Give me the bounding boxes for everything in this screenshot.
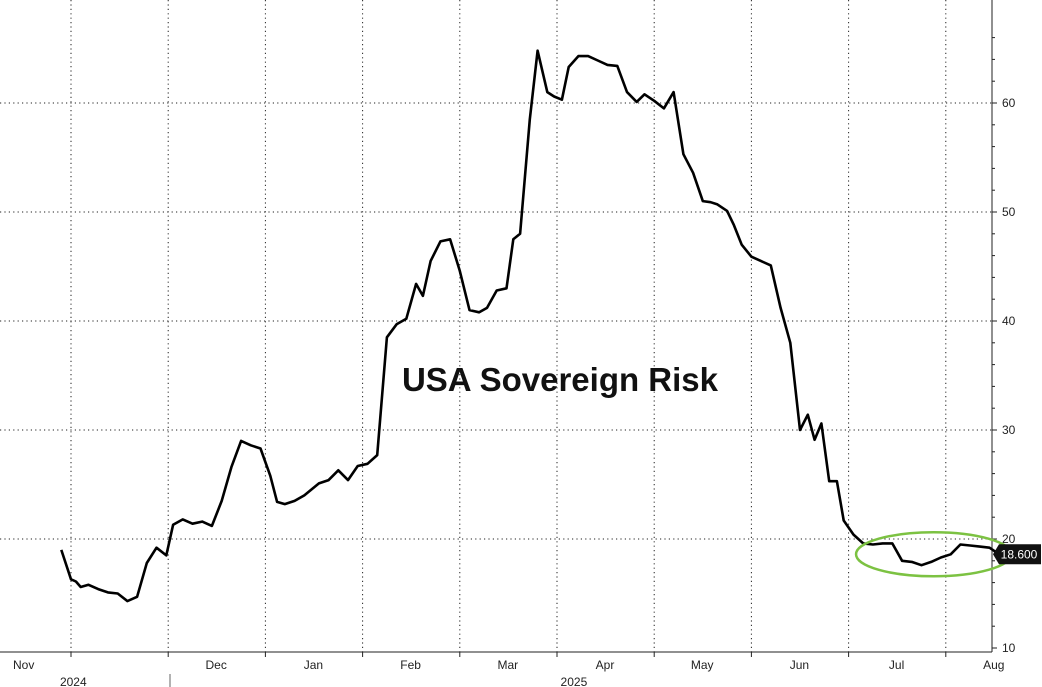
last-value-marker xyxy=(993,544,1041,565)
y-tick-label-40: 40 xyxy=(1002,314,1016,328)
chart-title: USA Sovereign Risk xyxy=(402,361,719,398)
y-tick-label-60: 60 xyxy=(1002,96,1016,110)
grid xyxy=(0,0,992,652)
x-tick-label-jan: Jan xyxy=(304,658,323,672)
series-line-0 xyxy=(60,49,1001,603)
y-axis: 10 20 30 40 50 60 xyxy=(991,0,1016,655)
x-tick-label-nov: Nov xyxy=(13,658,34,672)
y-tick-label-50: 50 xyxy=(1002,205,1016,219)
year-label-2024: 2024 xyxy=(60,675,87,687)
x-tick-label-jul: Jul xyxy=(889,658,904,672)
y-tick-label-10: 10 xyxy=(1002,641,1016,655)
series-layer xyxy=(60,49,1001,603)
x-tick-label-feb: Feb xyxy=(400,658,421,672)
y-tick-label-20: 20 xyxy=(1002,532,1016,546)
x-tick-label-mar: Mar xyxy=(497,658,518,672)
last-value-badge: 18.600 xyxy=(993,544,1041,565)
x-tick-label-dec: Dec xyxy=(206,658,227,672)
y-tick-label-30: 30 xyxy=(1002,423,1016,437)
x-axis: Nov Dec Jan Feb Mar Apr May Jun Jul Aug 2024 2025 xyxy=(0,651,1004,687)
x-tick-label-may: May xyxy=(691,658,714,672)
year-label-2025: 2025 xyxy=(561,675,588,687)
x-tick-label-jun: Jun xyxy=(790,658,809,672)
x-tick-label-aug: Aug xyxy=(983,658,1004,672)
last-value-label: 18.600 xyxy=(1001,547,1038,561)
x-tick-label-apr: Apr xyxy=(596,658,615,672)
